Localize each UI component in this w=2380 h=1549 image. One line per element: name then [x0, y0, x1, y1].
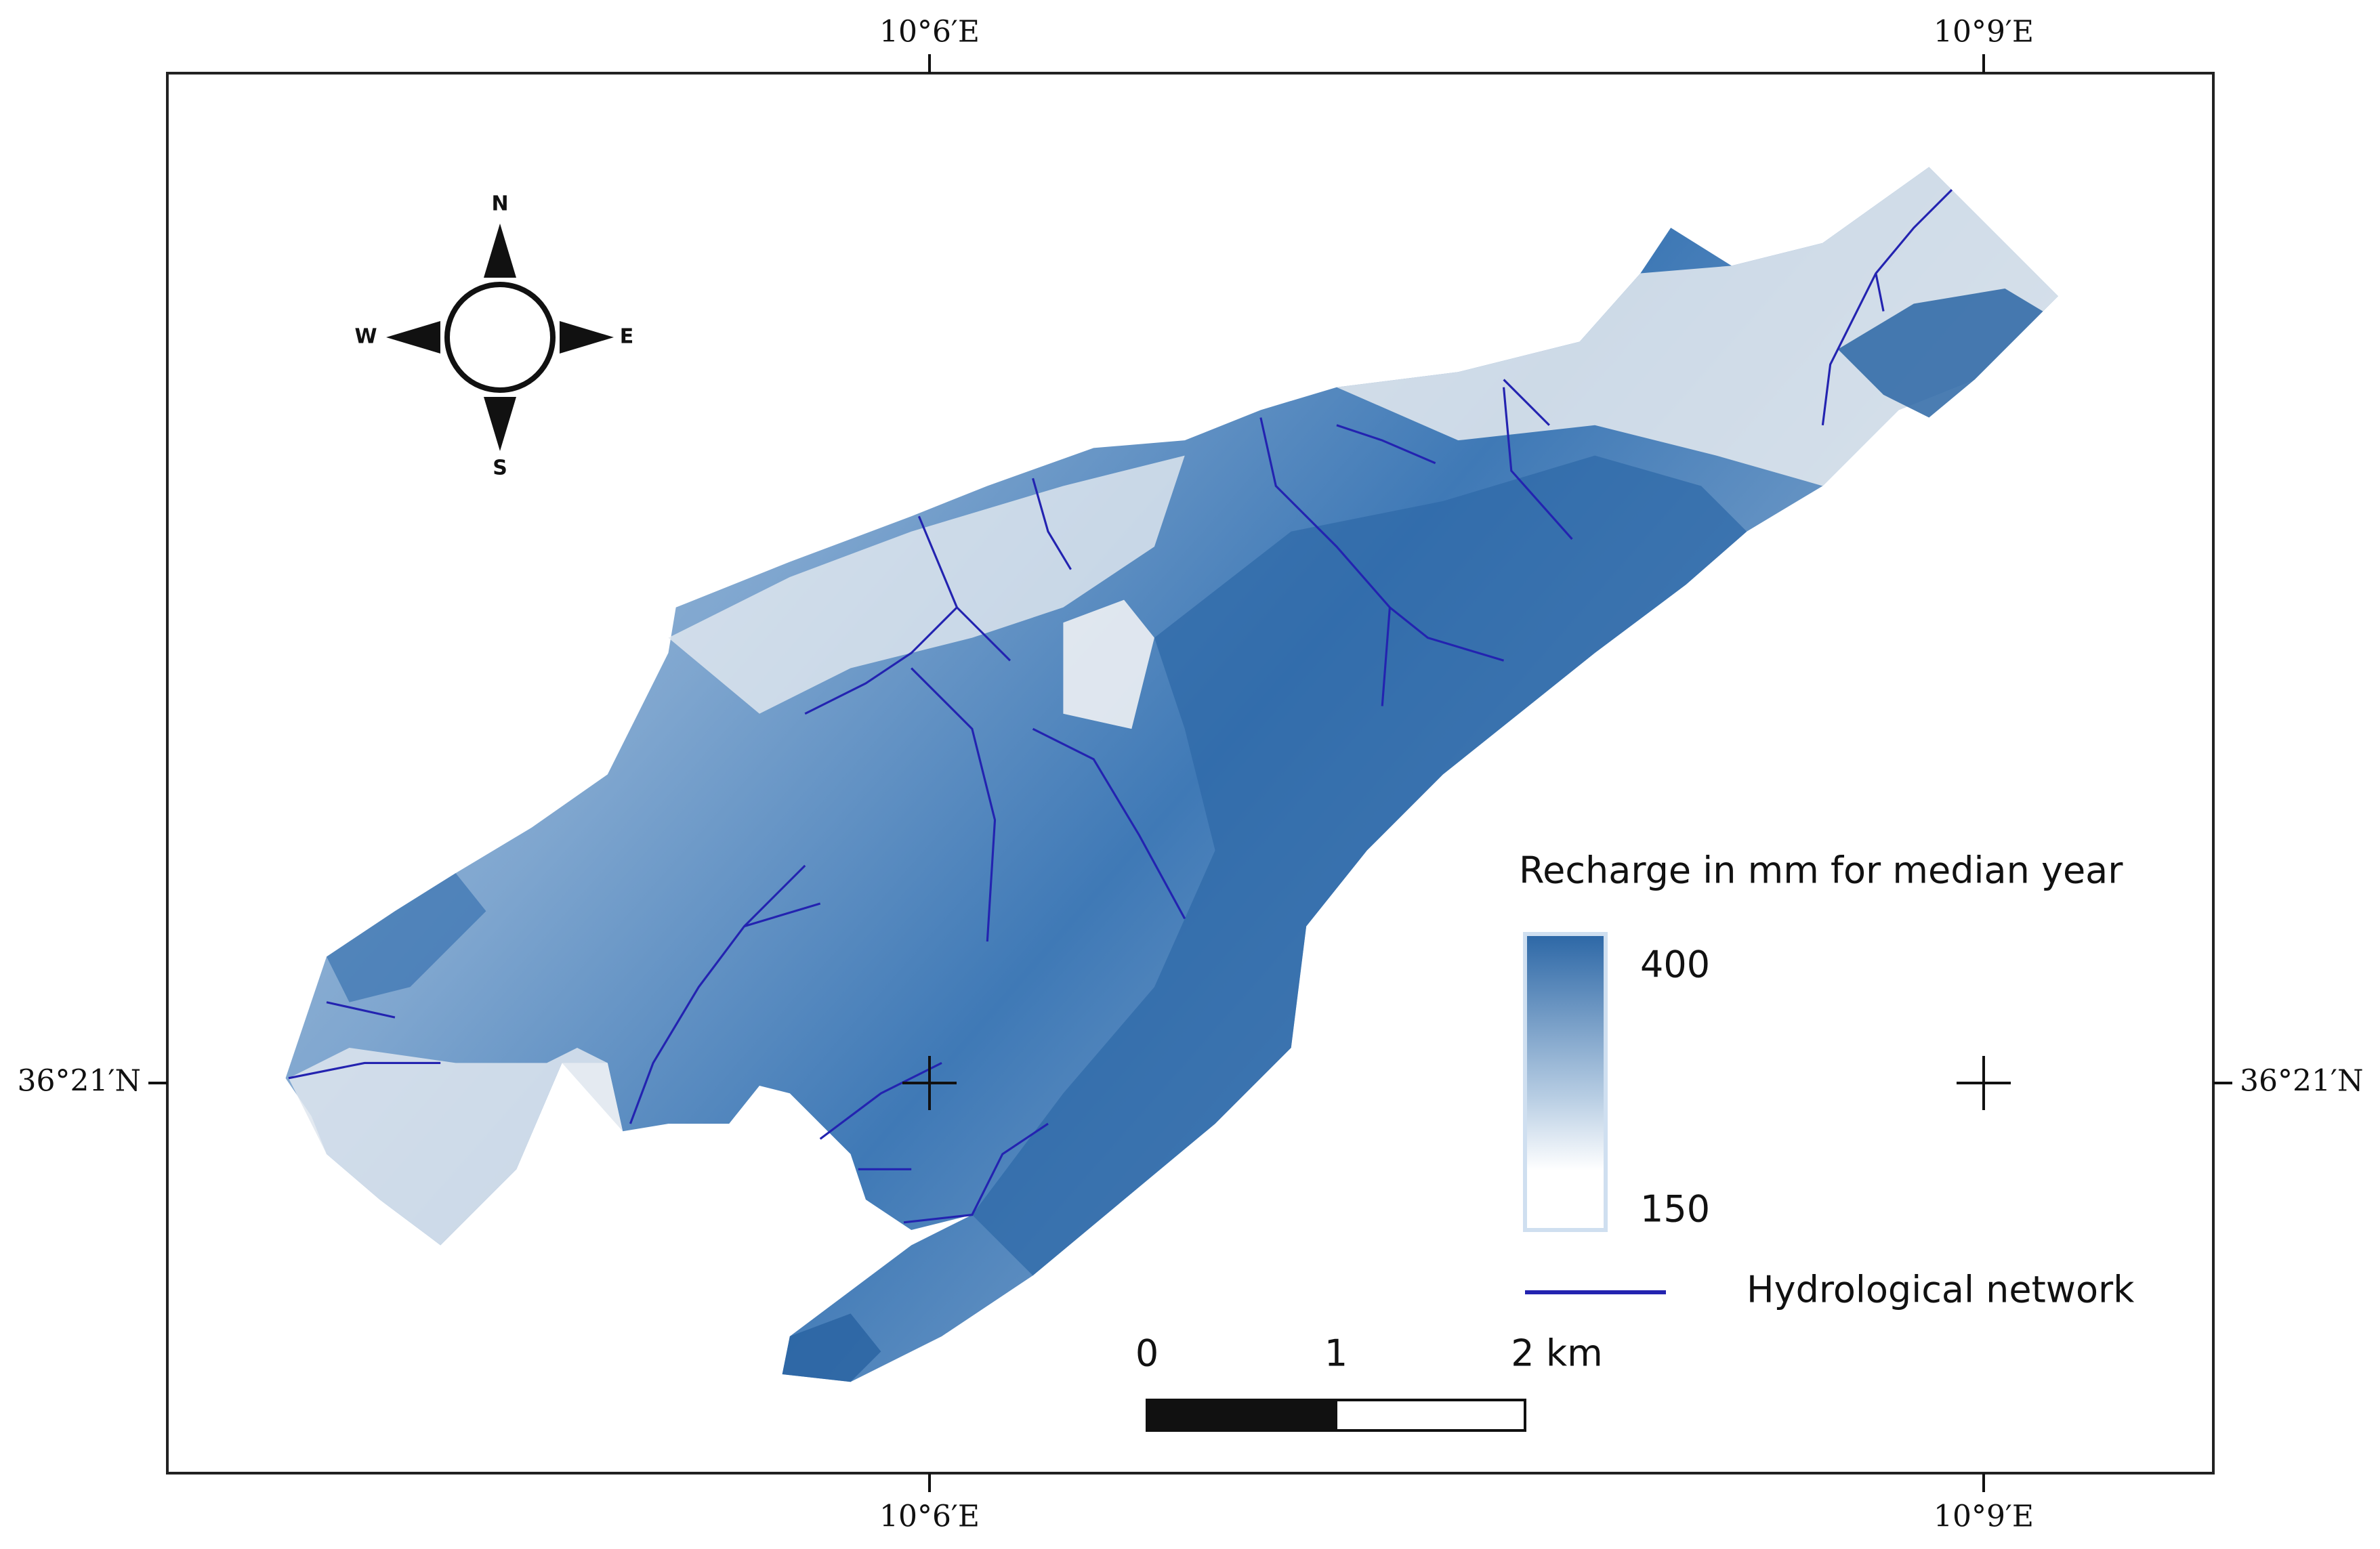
- stream: [1336, 424, 1436, 465]
- legend-line-label: Hydrological network: [1747, 1269, 2135, 1311]
- dark-ridge: [972, 455, 1747, 1276]
- stream: [1821, 189, 1953, 425]
- lat-label: 36°21′N: [18, 1064, 141, 1099]
- stream: [819, 1061, 942, 1140]
- dark-patch: [327, 873, 486, 1002]
- light-area: [288, 1047, 623, 1246]
- scale-segment: [1146, 1399, 1337, 1432]
- stream: [1032, 478, 1072, 570]
- scale-label: 2 km: [1511, 1332, 1602, 1375]
- recharge-raster: [285, 167, 2058, 1382]
- scale-segment: [1335, 1399, 1526, 1432]
- compass-arrow: [484, 397, 516, 451]
- stream: [1381, 607, 1391, 706]
- stream: [911, 667, 997, 942]
- compass-arrow: [560, 321, 614, 354]
- compass-arrow: [386, 321, 440, 354]
- stream: [1503, 379, 1550, 426]
- stream: [288, 1061, 441, 1080]
- stream: [1875, 273, 1885, 312]
- legend-min: 150: [1640, 1188, 1710, 1231]
- lon-label: 10°6′E: [879, 1500, 980, 1534]
- lon-label: 10°6′E: [879, 15, 980, 49]
- dark-patch: [1837, 288, 2043, 418]
- compass-w: W: [354, 325, 377, 349]
- stream: [1259, 417, 1505, 662]
- compass-s: S: [493, 457, 507, 480]
- stream: [629, 864, 806, 1124]
- light-area: [668, 455, 1185, 714]
- compass-e: E: [620, 325, 634, 349]
- scale-label: 1: [1324, 1332, 1348, 1375]
- stream: [1503, 387, 1573, 540]
- compass-arrow: [484, 224, 516, 278]
- color-ramp: [1523, 932, 1608, 1232]
- legend: Recharge in mm for median year 400 150 H…: [1519, 849, 2135, 1311]
- legend-title: Recharge in mm for median year: [1519, 849, 2123, 892]
- compass: N E S W: [354, 192, 633, 480]
- compass-ring: [444, 282, 556, 393]
- stream: [744, 902, 821, 928]
- stream: [903, 1122, 1049, 1224]
- compass-n: N: [491, 192, 508, 216]
- lon-label: 10°9′E: [1934, 15, 2034, 49]
- lat-label: 36°21′N: [2240, 1064, 2363, 1099]
- legend-max: 400: [1640, 943, 1710, 986]
- graticule: [148, 54, 2232, 1492]
- stream: [956, 606, 1011, 662]
- stream: [326, 1001, 396, 1019]
- scale-label: 0: [1135, 1332, 1158, 1375]
- light-area: [1336, 167, 2058, 486]
- lon-label: 10°9′E: [1934, 1500, 2034, 1534]
- stream: [1032, 727, 1186, 920]
- dark-patch: [782, 1313, 881, 1382]
- hydrological-network: [288, 189, 1953, 1224]
- scale-bar: 0 1 2 km: [1135, 1332, 1603, 1432]
- stream: [804, 515, 959, 715]
- light-area: [1063, 599, 1154, 729]
